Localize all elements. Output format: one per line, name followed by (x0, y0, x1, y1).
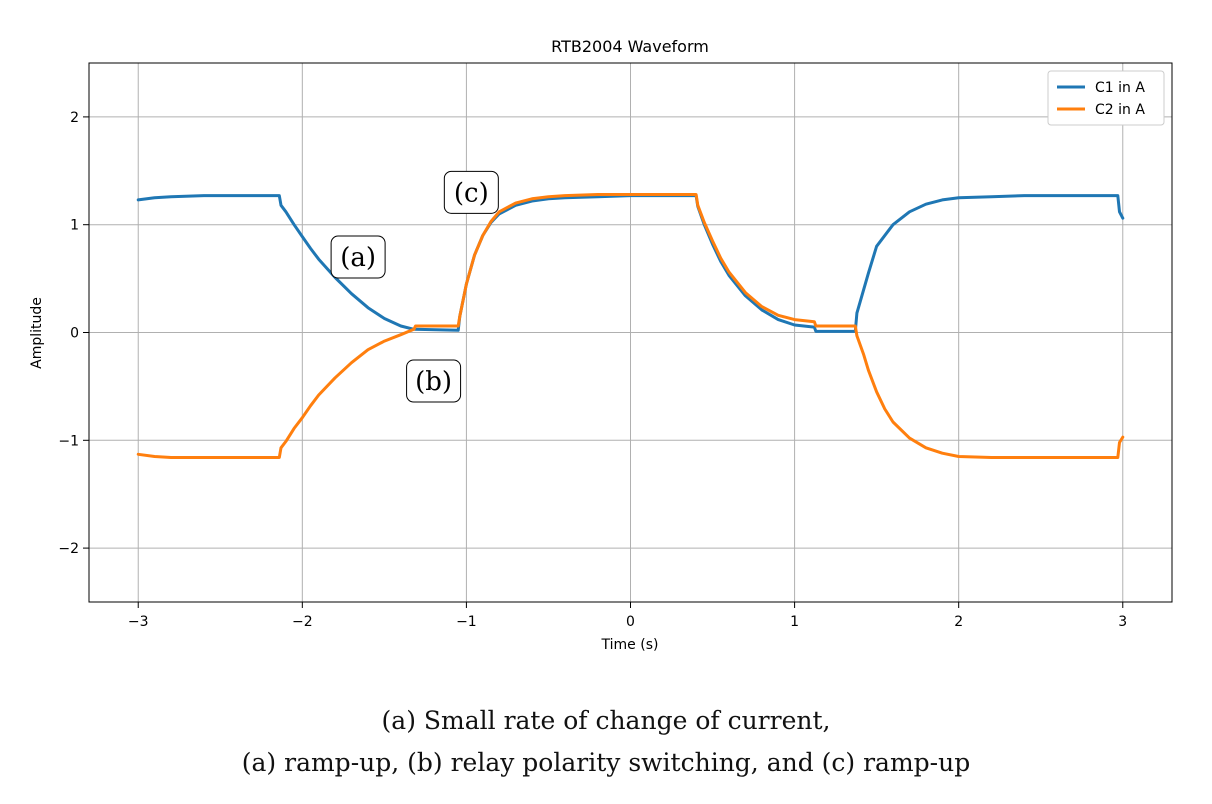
annotation-box (406, 359, 462, 403)
y-axis: −2 −1 0 1 2 (58, 110, 89, 557)
legend: C1 in A C2 in A (1047, 70, 1165, 126)
annotation-label: (b) (415, 367, 452, 397)
y-tick-label: 2 (70, 110, 79, 126)
y-tick-label: −1 (58, 433, 79, 449)
caption-line-1: (a) Small rate of change of current, (381, 706, 831, 735)
x-tick-label: 1 (790, 614, 799, 630)
annotation-box (443, 170, 499, 214)
annotation-label: (a) (340, 243, 376, 273)
legend-label-c1: C1 in A (1095, 80, 1145, 96)
legend-label-c2: C2 in A (1095, 102, 1145, 118)
x-axis-label: Time (s) (601, 637, 659, 653)
series-line-c2 (136, 193, 1125, 459)
figure-caption: (a) Small rate of change of current, (a)… (0, 700, 1212, 784)
chart-title: RTB2004 Waveform (551, 37, 709, 56)
annotation-box (330, 235, 386, 279)
x-axis: −3 −2 −1 0 1 2 3 (128, 602, 1127, 630)
y-tick-label: −2 (58, 541, 79, 557)
x-tick-label: −2 (292, 614, 313, 630)
x-tick-label: 2 (954, 614, 963, 630)
x-tick-label: −1 (456, 614, 477, 630)
annotations: (a) (b) (c) (330, 170, 499, 403)
series-layer (136, 193, 1125, 459)
x-tick-label: 0 (626, 614, 635, 630)
y-tick-label: 0 (70, 326, 79, 342)
caption-line-2: (a) ramp-up, (b) relay polarity switchin… (241, 748, 971, 777)
y-tick-label: 1 (70, 218, 79, 234)
legend-box (1047, 70, 1165, 126)
annotation-label: (c) (454, 178, 489, 208)
y-axis-label: Amplitude (29, 297, 45, 369)
x-tick-label: −3 (128, 614, 149, 630)
series-line-c1 (136, 194, 1125, 333)
grid (89, 63, 1172, 602)
x-tick-label: 3 (1118, 614, 1127, 630)
